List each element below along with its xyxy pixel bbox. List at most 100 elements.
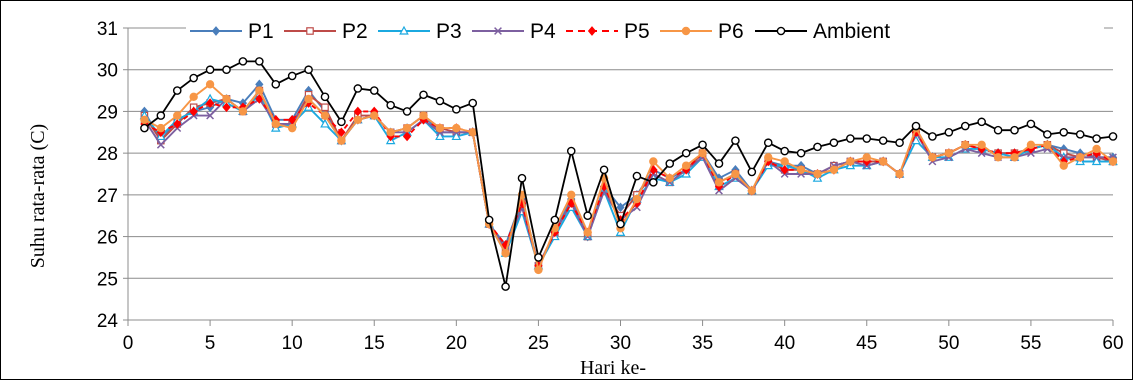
x-tick-label-60: 60 bbox=[1102, 333, 1123, 354]
point-p6-45 bbox=[862, 153, 871, 162]
point-ambient-42 bbox=[813, 142, 822, 152]
x-tick-label-35: 35 bbox=[692, 333, 713, 354]
point-ambient-30 bbox=[616, 219, 625, 229]
point-p6-53 bbox=[993, 153, 1003, 162]
y-tick-label-24: 24 bbox=[97, 311, 119, 332]
point-ambient-46 bbox=[878, 136, 888, 145]
x-tick-label-45: 45 bbox=[856, 333, 877, 354]
x-tick-label-25: 25 bbox=[528, 333, 549, 354]
point-p4-2 bbox=[156, 140, 165, 149]
point-p6-12 bbox=[320, 111, 330, 120]
point-ambient-49 bbox=[928, 132, 937, 141]
point-p6-56 bbox=[1043, 140, 1052, 149]
point-ambient-27 bbox=[566, 146, 576, 156]
point-p6-11 bbox=[304, 94, 313, 104]
point-ambient-15 bbox=[369, 86, 379, 95]
point-ambient-6 bbox=[222, 65, 231, 75]
legend-label-p2: P2 bbox=[342, 20, 368, 43]
point-ambient-55 bbox=[1026, 119, 1036, 129]
x-tick-label-5: 5 bbox=[205, 333, 216, 354]
point-p6-27 bbox=[567, 190, 576, 200]
point-p6-57 bbox=[1059, 161, 1068, 170]
point-ambient-35 bbox=[698, 140, 707, 150]
point-ambient-36 bbox=[714, 159, 724, 168]
point-p3-19 bbox=[435, 131, 445, 141]
point-ambient-14 bbox=[353, 84, 363, 93]
point-ambient-38 bbox=[747, 167, 757, 177]
point-p3-12 bbox=[320, 118, 330, 128]
y-tick-label-30: 30 bbox=[97, 61, 118, 82]
x-tick-label-40: 40 bbox=[774, 333, 795, 354]
y-tick-label-25: 25 bbox=[97, 269, 118, 290]
point-ambient-57 bbox=[1059, 127, 1069, 137]
point-p6-19 bbox=[435, 123, 445, 133]
point-ambient-13 bbox=[337, 117, 346, 127]
point-p6-54 bbox=[1010, 153, 1019, 162]
point-ambient-4 bbox=[189, 73, 198, 83]
point-p6-58 bbox=[1075, 153, 1085, 162]
legend-label-p6: P6 bbox=[718, 20, 744, 43]
point-ambient-28 bbox=[583, 211, 592, 221]
legend-label-p3: P3 bbox=[436, 20, 462, 43]
point-ambient-26 bbox=[550, 215, 560, 225]
point-ambient-60 bbox=[1108, 132, 1118, 141]
point-p6-31 bbox=[632, 194, 642, 204]
legend-marker-p5 bbox=[587, 26, 597, 36]
point-p6-47 bbox=[895, 169, 904, 179]
legend-entry-p6: P6 bbox=[660, 20, 744, 43]
x-tick-label-20: 20 bbox=[446, 333, 467, 354]
point-p3-20 bbox=[451, 131, 462, 141]
point-ambient-7 bbox=[238, 57, 248, 66]
point-ambient-33 bbox=[665, 159, 675, 168]
point-p6-20 bbox=[452, 123, 461, 133]
point-p6-4 bbox=[189, 92, 198, 102]
point-p1-30 bbox=[616, 202, 625, 213]
point-p6-7 bbox=[238, 107, 248, 116]
point-p3-48 bbox=[911, 135, 921, 145]
point-ambient-47 bbox=[895, 138, 904, 148]
legend-marker-p1 bbox=[211, 26, 221, 36]
point-p6-55 bbox=[1026, 140, 1036, 149]
point-p6-9 bbox=[271, 119, 280, 129]
point-p4-5 bbox=[206, 111, 215, 120]
x-tick-label-55: 55 bbox=[1020, 333, 1041, 354]
legend-entry-p4: P4 bbox=[472, 20, 556, 43]
point-p6-2 bbox=[156, 123, 166, 133]
point-ambient-23 bbox=[501, 282, 510, 291]
legend-label-p1: P1 bbox=[248, 20, 274, 43]
point-p6-41 bbox=[796, 165, 806, 175]
legend-entry-p1: P1 bbox=[190, 20, 274, 43]
point-p6-43 bbox=[829, 165, 839, 175]
point-p6-1 bbox=[140, 115, 149, 124]
series-layer bbox=[139, 57, 1118, 291]
point-ambient-21 bbox=[468, 98, 478, 108]
point-p6-18 bbox=[419, 111, 428, 120]
point-p6-33 bbox=[665, 173, 674, 183]
point-p6-3 bbox=[173, 111, 182, 120]
legend-entry-ambient: Ambient bbox=[755, 20, 890, 43]
point-p5-6 bbox=[222, 102, 231, 113]
point-p6-44 bbox=[846, 157, 855, 166]
point-ambient-59 bbox=[1092, 134, 1101, 143]
x-tick-label-10: 10 bbox=[282, 333, 303, 354]
point-p5-4 bbox=[189, 106, 198, 117]
legend-label-p4: P4 bbox=[530, 20, 556, 43]
series-line-p6 bbox=[143, 83, 1114, 271]
legend-background bbox=[186, 15, 1104, 45]
point-p6-51 bbox=[961, 140, 970, 149]
point-p6-52 bbox=[977, 140, 986, 149]
point-p6-35 bbox=[698, 148, 707, 158]
point-ambient-53 bbox=[993, 125, 1003, 135]
point-p6-25 bbox=[534, 265, 543, 275]
point-p6-14 bbox=[353, 115, 363, 124]
point-ambient-10 bbox=[287, 71, 297, 81]
point-ambient-12 bbox=[320, 92, 330, 102]
point-ambient-20 bbox=[452, 105, 461, 114]
point-ambient-16 bbox=[386, 100, 395, 110]
point-ambient-18 bbox=[419, 90, 428, 100]
y-axis-label: Suhu rata-rata (C) bbox=[27, 124, 49, 268]
legend-label-p5: P5 bbox=[624, 20, 650, 43]
point-p6-49 bbox=[928, 153, 937, 162]
point-p6-42 bbox=[813, 169, 822, 179]
